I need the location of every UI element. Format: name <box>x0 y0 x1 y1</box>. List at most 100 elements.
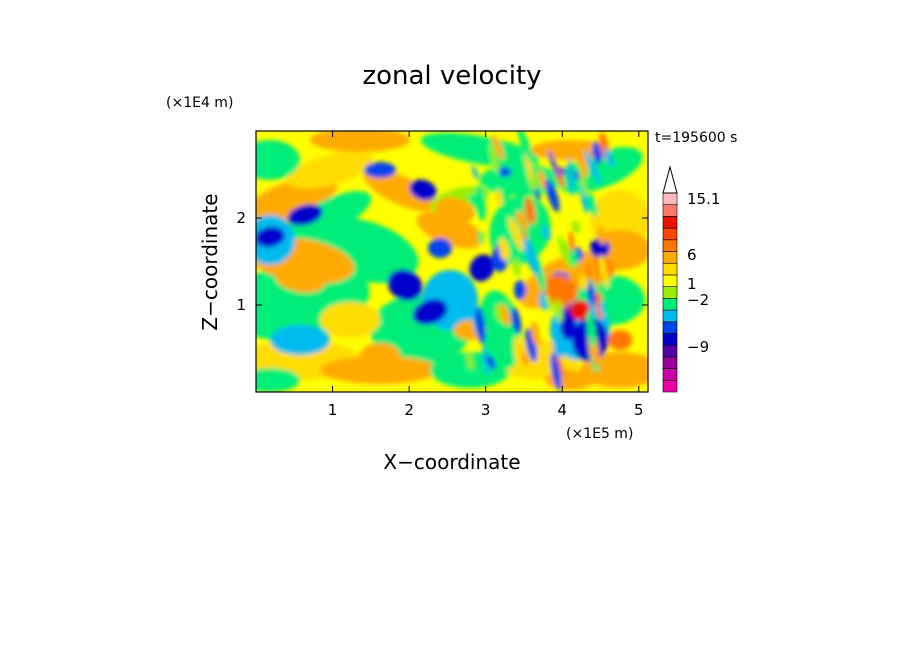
wave-streak <box>580 182 589 214</box>
wave-streak <box>558 273 569 311</box>
wave-streak <box>513 335 523 369</box>
wave-streak <box>587 193 598 217</box>
wave-streak <box>598 254 609 289</box>
contour-patch <box>275 267 325 293</box>
contour-patch <box>420 132 540 168</box>
wave-streak <box>475 306 486 345</box>
x-multiplier: (×1E5 m) <box>566 426 633 442</box>
x-tick-label: 4 <box>557 401 567 419</box>
wave-streak <box>475 184 486 222</box>
contour-patch <box>256 140 300 180</box>
contour-patch <box>256 368 300 392</box>
colorbar-swatch <box>662 251 678 264</box>
y-tick-label: 2 <box>236 209 246 227</box>
wave-streak <box>553 340 564 358</box>
colorbar-swatch <box>662 239 678 252</box>
chart-title: zonal velocity <box>362 61 541 91</box>
contour-patch <box>286 151 374 189</box>
plot-area <box>256 131 648 392</box>
colorbar-swatch <box>662 368 678 381</box>
wave-streak <box>541 225 551 241</box>
wave-streak <box>471 165 479 180</box>
wave-streak <box>534 188 541 201</box>
wave-streak <box>530 321 541 347</box>
colorbar-swatch <box>662 204 678 217</box>
contour-patch <box>570 300 590 320</box>
colorbar-tick-label: −2 <box>687 291 709 309</box>
wave-streak <box>596 225 607 245</box>
contour-patch <box>387 269 423 301</box>
contour-patch <box>320 302 380 338</box>
colorbar-swatch <box>662 227 678 241</box>
wave-streak <box>548 150 560 178</box>
contour-patch <box>310 131 410 152</box>
colorbar: 15.1 6 1−2 −9 <box>662 165 720 393</box>
wave-streak <box>512 258 521 277</box>
contour-patch <box>288 191 372 239</box>
contour-patch <box>409 179 437 201</box>
wave-streak <box>482 345 489 377</box>
wave-streak <box>544 294 554 312</box>
contour-patch <box>270 325 330 355</box>
colorbar-swatch <box>662 286 678 299</box>
wave-streak <box>569 248 579 267</box>
wave-streak <box>491 134 504 160</box>
contour-patch <box>608 330 632 350</box>
wave-streak <box>554 298 563 323</box>
wave-streak <box>525 328 538 363</box>
y-tick-label: 1 <box>236 296 246 314</box>
colorbar-swatch <box>662 379 678 393</box>
wave-streak <box>523 238 539 276</box>
wave-streak <box>594 291 604 320</box>
contour-patch <box>479 290 521 370</box>
wave-streak <box>571 220 581 234</box>
wave-streak <box>578 165 587 197</box>
wave-streak <box>599 300 606 316</box>
wave-streak <box>584 150 602 185</box>
colorbar-swatch <box>662 333 678 346</box>
wave-streak <box>500 178 510 209</box>
wave-streak <box>568 231 575 252</box>
colorbar-swatch <box>662 274 678 287</box>
wave-streak <box>567 157 574 197</box>
colorbar-tick-label: −9 <box>687 338 709 356</box>
wave-streak <box>466 352 474 370</box>
contour-patch <box>469 254 495 282</box>
plot-frame <box>255 130 649 393</box>
colorbar-swatch <box>662 309 678 323</box>
wave-streak <box>590 259 599 289</box>
wave-streak <box>494 304 502 323</box>
wave-streak <box>586 311 597 349</box>
colorbar-tick-label: 6 <box>687 246 697 264</box>
colorbar-swatch <box>662 344 678 358</box>
contour-patch <box>412 299 448 325</box>
wave-streak <box>592 141 602 165</box>
wave-streak <box>468 193 475 206</box>
contour-patch <box>287 204 323 226</box>
x-tick-label: 3 <box>481 401 491 419</box>
x-tick-label: 1 <box>328 401 338 419</box>
y-axis-label: Z−coordinate <box>198 193 222 330</box>
colorbar-swatch <box>662 321 678 334</box>
colorbar-swatch <box>662 216 678 229</box>
wave-streak <box>537 170 547 190</box>
x-tick-label: 2 <box>404 401 414 419</box>
wave-streak <box>550 352 562 391</box>
contour-patch <box>514 280 526 300</box>
wave-streak <box>517 131 534 163</box>
contour-patch <box>557 147 643 193</box>
y-multiplier: (×1E4 m) <box>166 95 233 111</box>
contour-patch <box>416 211 484 249</box>
colorbar-swatch <box>662 262 678 276</box>
contour-patch <box>256 226 285 248</box>
wave-streak <box>578 274 589 290</box>
wave-streak <box>516 210 528 231</box>
wave-streak <box>489 144 499 174</box>
x-axis-label: X−coordinate <box>383 450 520 474</box>
contour-patch <box>435 197 475 223</box>
contour-patch <box>499 167 511 177</box>
contour-patch <box>360 343 400 367</box>
wave-streak <box>511 307 522 334</box>
contour-patch <box>364 162 396 178</box>
